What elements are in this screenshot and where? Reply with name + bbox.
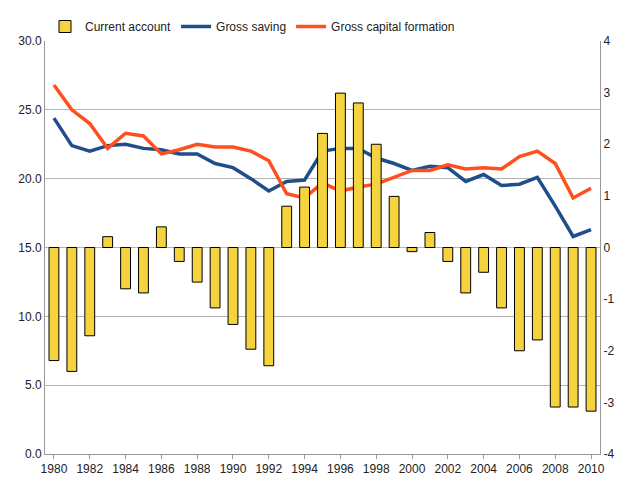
svg-text:Gross saving: Gross saving <box>216 20 286 34</box>
svg-text:4: 4 <box>603 34 610 48</box>
svg-text:1980: 1980 <box>41 462 68 476</box>
svg-text:-3: -3 <box>603 396 614 410</box>
svg-text:5.0: 5.0 <box>25 378 42 392</box>
svg-text:25.0: 25.0 <box>18 103 42 117</box>
svg-text:1986: 1986 <box>148 462 175 476</box>
svg-text:1982: 1982 <box>76 462 103 476</box>
svg-text:2000: 2000 <box>399 462 426 476</box>
svg-text:2010: 2010 <box>578 462 605 476</box>
svg-text:20.0: 20.0 <box>18 172 42 186</box>
svg-text:10.0: 10.0 <box>18 310 42 324</box>
svg-text:2006: 2006 <box>506 462 533 476</box>
svg-text:1990: 1990 <box>220 462 247 476</box>
svg-text:0: 0 <box>603 241 610 255</box>
svg-text:Gross capital formation: Gross capital formation <box>331 20 454 34</box>
svg-text:1992: 1992 <box>255 462 282 476</box>
svg-text:-4: -4 <box>603 447 614 461</box>
svg-text:1996: 1996 <box>327 462 354 476</box>
svg-text:1: 1 <box>603 189 610 203</box>
svg-text:-1: -1 <box>603 292 614 306</box>
svg-text:2002: 2002 <box>434 462 461 476</box>
svg-text:0.0: 0.0 <box>25 447 42 461</box>
svg-text:Current account: Current account <box>85 20 171 34</box>
svg-text:30.0: 30.0 <box>18 34 42 48</box>
svg-text:15.0: 15.0 <box>18 241 42 255</box>
svg-text:3: 3 <box>603 86 610 100</box>
svg-text:2008: 2008 <box>542 462 569 476</box>
svg-text:1988: 1988 <box>184 462 211 476</box>
svg-text:1994: 1994 <box>291 462 318 476</box>
svg-text:1984: 1984 <box>112 462 139 476</box>
svg-text:2004: 2004 <box>470 462 497 476</box>
svg-text:-2: -2 <box>603 344 614 358</box>
svg-text:1998: 1998 <box>363 462 390 476</box>
svg-text:2: 2 <box>603 137 610 151</box>
